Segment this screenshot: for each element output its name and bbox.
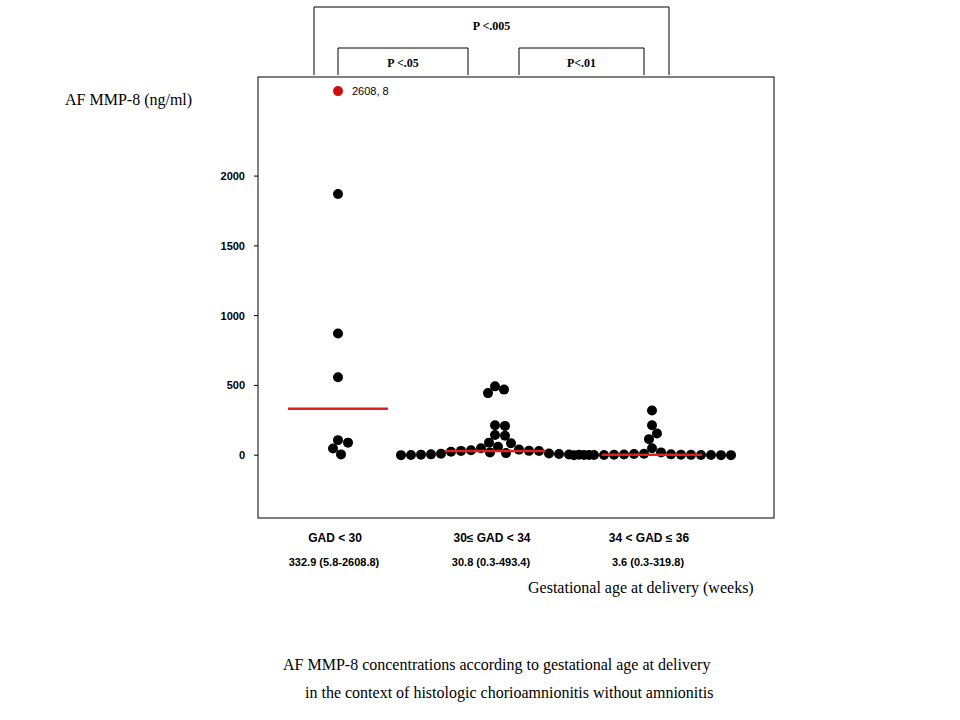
y-tick <box>254 176 258 177</box>
data-point <box>644 434 654 444</box>
comparison-bracket <box>314 7 669 75</box>
y-tick <box>254 315 258 316</box>
data-point <box>426 449 436 459</box>
data-point <box>726 450 736 460</box>
data-point <box>554 449 564 459</box>
y-tick <box>254 455 258 456</box>
data-point <box>333 435 343 445</box>
y-tick-label: 2000 <box>221 170 245 182</box>
data-group <box>288 86 736 460</box>
data-point <box>416 450 426 460</box>
data-point <box>647 420 657 430</box>
y-tick-label: 1500 <box>221 240 245 252</box>
data-point <box>706 450 716 460</box>
data-point <box>333 189 343 199</box>
category-label: GAD < 30 <box>308 531 362 545</box>
title: AF MMP-8 concentrations according to ges… <box>283 656 710 674</box>
data-point <box>333 372 343 382</box>
data-point <box>589 450 599 460</box>
data-point <box>490 420 500 430</box>
p-value-label: P<.01 <box>567 56 596 70</box>
data-point <box>501 448 511 458</box>
data-point <box>396 450 406 460</box>
category-label: 34 < GAD ≤ 36 <box>609 531 690 545</box>
data-point <box>506 438 516 448</box>
y-tick <box>254 385 258 386</box>
data-point <box>544 449 554 459</box>
y-tick-label: 0 <box>239 449 245 461</box>
y-tick-label: 500 <box>227 379 245 391</box>
data-point <box>500 421 510 431</box>
plot-frame <box>258 77 774 518</box>
data-point <box>569 450 579 460</box>
p-value-label: P <.005 <box>473 19 511 33</box>
y-axis-label: AF MMP-8 (ng/ml) <box>65 91 192 109</box>
p-value-label: P <.05 <box>387 56 419 70</box>
category-label: 30≤ GAD < 34 <box>454 531 531 545</box>
chart: 0 500 1000 1500 2000 AF MMP-8 (ng/ml) GAD < 30… <box>0 0 960 720</box>
summary-label: 30.8 (0.3-493.4) <box>452 556 531 568</box>
data-point <box>336 449 346 459</box>
data-point <box>436 449 446 459</box>
x-axis-label: Gestational age at delivery (weeks) <box>528 579 754 597</box>
data-point <box>579 450 589 460</box>
comparison-bracket <box>519 48 644 75</box>
summary-label: 3.6 (0.3-319.8) <box>612 556 684 568</box>
outlier-point <box>333 86 343 96</box>
median-line <box>602 453 702 456</box>
median-line <box>445 450 545 453</box>
data-point <box>514 445 524 455</box>
comparison-bracket <box>338 48 468 75</box>
y-tick-label: 1000 <box>221 310 245 322</box>
y-tick <box>254 245 258 246</box>
median-line <box>288 407 388 410</box>
subtitle: in the context of histologic chorioamnio… <box>305 684 713 702</box>
data-point <box>343 438 353 448</box>
summary-label: 332.9 (5.8-2608.8) <box>289 556 380 568</box>
data-point <box>647 406 657 416</box>
data-point <box>333 329 343 339</box>
data-point <box>499 385 509 395</box>
data-point <box>485 447 495 457</box>
data-point <box>328 444 338 454</box>
annotation-label: 2608, 8 <box>352 85 389 97</box>
data-point <box>716 450 726 460</box>
data-point <box>406 450 416 460</box>
data-point <box>483 388 493 398</box>
